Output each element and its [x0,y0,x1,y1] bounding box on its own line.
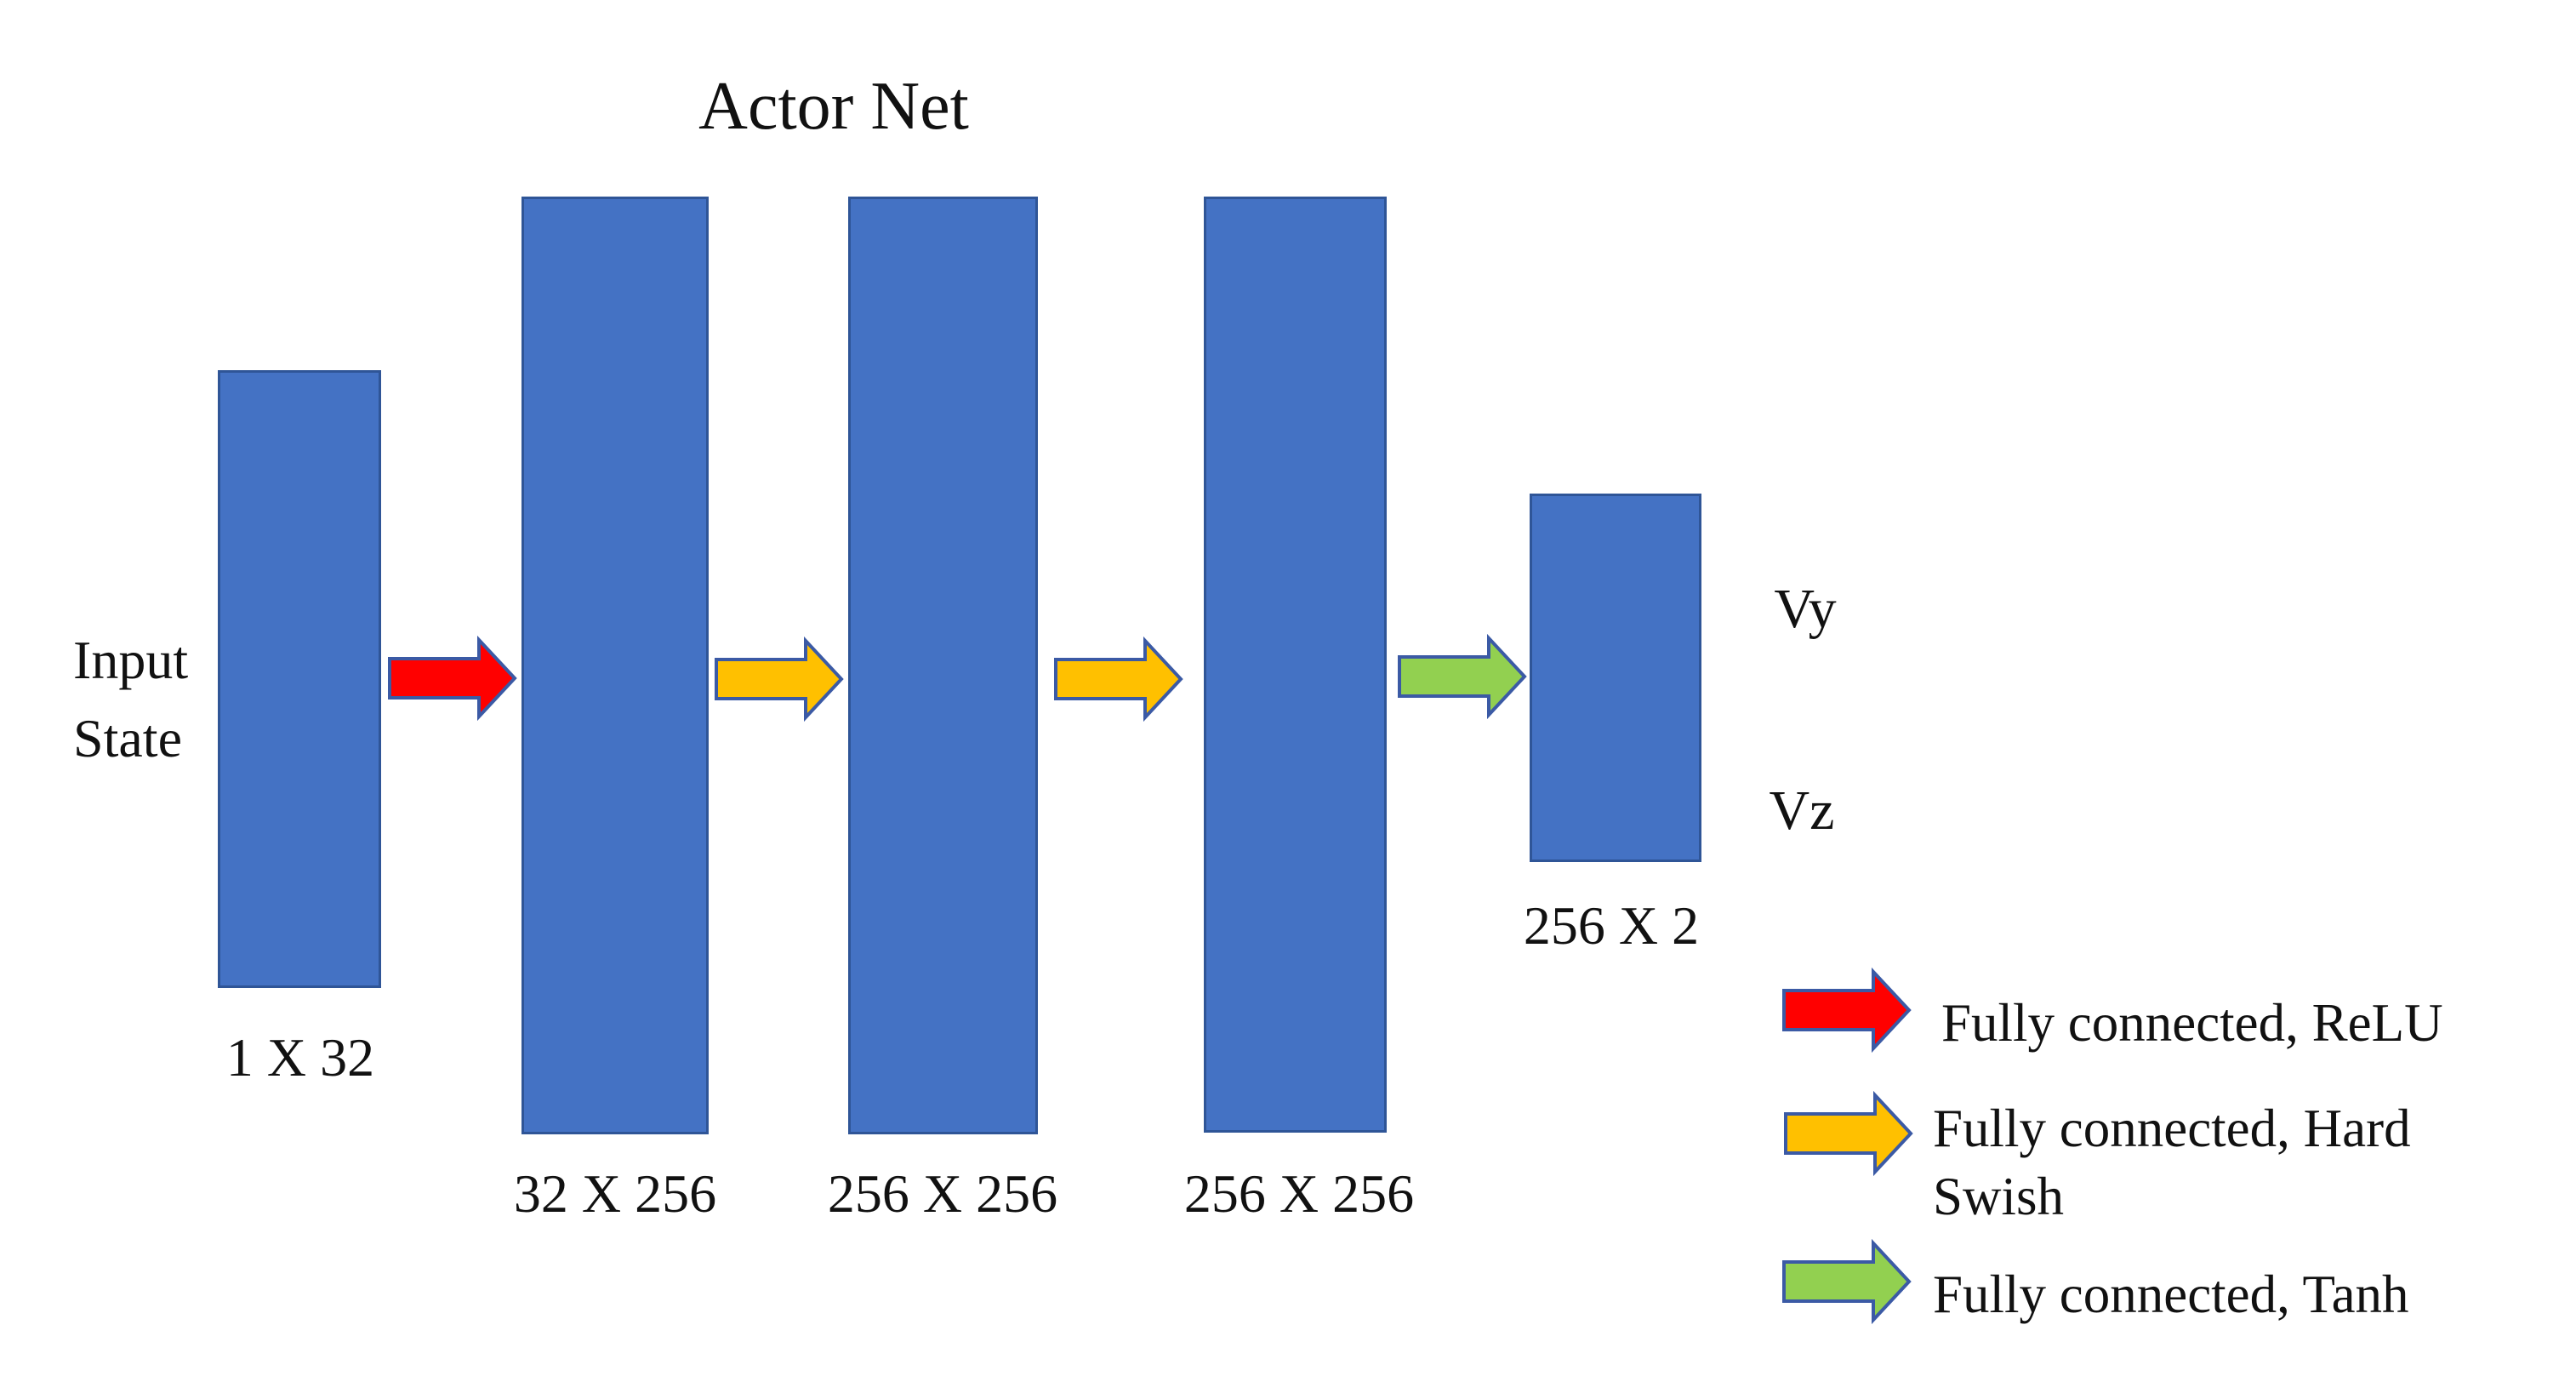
legend-label-tanh: Fully connected, Tanh [1933,1265,2409,1324]
arrow-shape [1054,636,1183,722]
output-vz-label: Vz [1769,779,1835,842]
arrow-shape [1784,1090,1913,1177]
layer-dims-label-hidden3: 256 X 256 [1183,1163,1415,1224]
layer-rect-hidden1 [521,197,709,1134]
legend-label-hardswish: Fully connected, Hard Swish [1933,1099,2411,1226]
arrow-shape [1398,633,1527,720]
layer-rect-input [218,370,381,988]
input-state-line1: Input [73,630,189,690]
diagram-title: Actor Net [698,69,969,144]
output-vy-label: Vy [1774,578,1837,640]
legend-orange-arrow-icon [1784,1090,1913,1177]
legend-label-relu: Fully connected, ReLU [1941,993,2443,1053]
fc-tanh-arrow-icon [1398,633,1527,720]
layer-dims-label-hidden1: 32 X 256 [513,1163,717,1224]
layer-dims-label-input: 1 X 32 [225,1027,375,1088]
legend-red-arrow-icon [1782,967,1912,1054]
layer-rect-hidden2 [848,197,1038,1134]
layer-dims-label-hidden2: 256 X 256 [827,1163,1058,1224]
arrow-shape [388,635,517,722]
legend-green-arrow-icon [1782,1238,1912,1325]
layer-rect-output [1530,494,1701,862]
fc-hardswish-arrow-1-icon [715,636,844,722]
input-state-line2: State [73,708,182,768]
fc-hardswish-arrow-2-icon [1054,636,1183,722]
layer-dims-label-output: 256 X 2 [1523,895,1700,956]
fc-relu-arrow-icon [388,635,517,722]
input-state-label: Input State [73,621,188,778]
arrow-shape [1782,1238,1912,1325]
layer-rect-hidden3 [1204,197,1387,1133]
arrow-shape [715,636,844,722]
arrow-shape [1782,967,1912,1054]
